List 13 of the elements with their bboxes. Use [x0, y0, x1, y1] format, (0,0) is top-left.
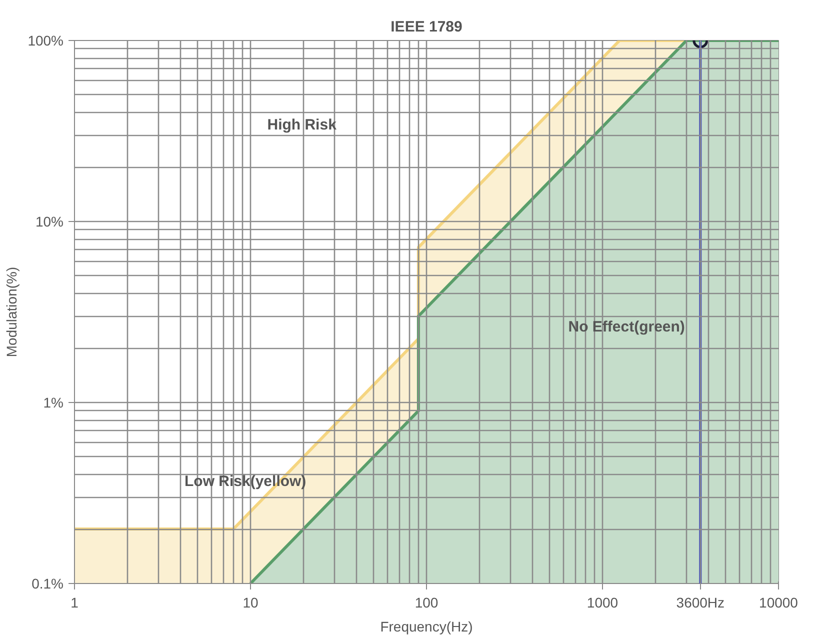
y-tick-label: 100% — [28, 32, 64, 48]
y-tick-label: 1% — [43, 394, 64, 410]
x-tick-label: 100 — [414, 594, 438, 610]
x-tick-label: 10 — [242, 594, 258, 610]
x-tick-label: 3600Hz — [676, 594, 725, 610]
x-axis-title: Frequency(Hz) — [380, 618, 473, 634]
y-tick-label: 0.1% — [32, 576, 64, 592]
chart-title: IEEE 1789 — [390, 18, 462, 36]
x-tick-label: 1 — [70, 594, 79, 610]
y-axis-title: Modulation(%) — [4, 266, 20, 358]
x-tick-label: 10000 — [759, 594, 798, 610]
x-tick-label: 1000 — [586, 594, 618, 610]
y-tick-label: 10% — [35, 214, 64, 230]
